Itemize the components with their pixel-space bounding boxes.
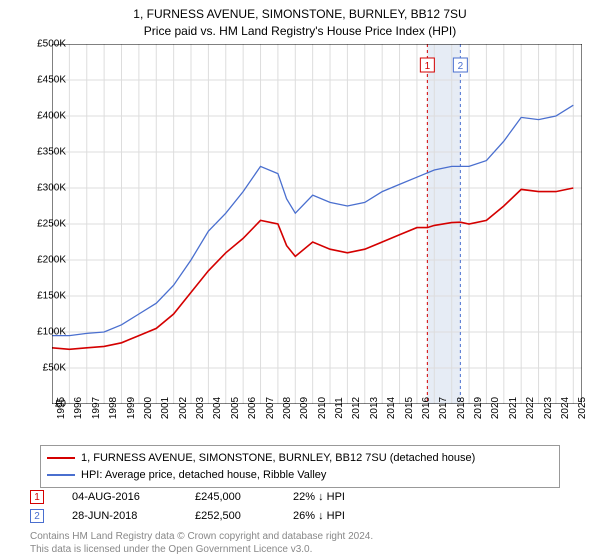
xtick-label: 2022	[525, 397, 536, 419]
xtick-label: 2004	[212, 397, 223, 419]
sale-pct-2: 26% ↓ HPI	[293, 507, 345, 526]
xtick-label: 1995	[56, 397, 67, 419]
legend-item-hpi: HPI: Average price, detached house, Ribb…	[47, 467, 553, 484]
sale-price-2: £252,500	[195, 507, 265, 526]
attribution-line2: This data is licensed under the Open Gov…	[30, 543, 373, 556]
ytick-label: £400K	[37, 111, 66, 122]
xtick-label: 2000	[143, 397, 154, 419]
ytick-label: £50K	[43, 363, 66, 374]
legend-swatch-hpi	[47, 474, 75, 476]
ytick-label: £450K	[37, 75, 66, 86]
legend-label-hpi: HPI: Average price, detached house, Ribb…	[81, 467, 326, 484]
ytick-label: £300K	[37, 183, 66, 194]
chart-title: 1, FURNESS AVENUE, SIMONSTONE, BURNLEY, …	[0, 0, 600, 23]
plot-area: 12	[52, 44, 582, 404]
legend-item-property: 1, FURNESS AVENUE, SIMONSTONE, BURNLEY, …	[47, 450, 553, 467]
xtick-label: 2009	[299, 397, 310, 419]
xtick-label: 2005	[230, 397, 241, 419]
xtick-label: 2011	[334, 397, 345, 419]
attribution-line1: Contains HM Land Registry data © Crown c…	[30, 530, 373, 543]
xtick-label: 2017	[438, 397, 449, 419]
xtick-label: 2003	[195, 397, 206, 419]
xtick-label: 2008	[282, 397, 293, 419]
svg-text:2: 2	[458, 61, 464, 72]
legend: 1, FURNESS AVENUE, SIMONSTONE, BURNLEY, …	[40, 445, 560, 488]
sale-marker-1: 1	[30, 490, 44, 504]
sale-pct-1: 22% ↓ HPI	[293, 488, 345, 507]
ytick-label: £250K	[37, 219, 66, 230]
xtick-label: 2010	[317, 397, 328, 419]
xtick-label: 2002	[178, 397, 189, 419]
sales-table: 1 04-AUG-2016 £245,000 22% ↓ HPI 2 28-JU…	[30, 488, 345, 525]
svg-text:1: 1	[425, 61, 431, 72]
xtick-label: 2001	[160, 397, 171, 419]
xtick-label: 2012	[351, 397, 362, 419]
attribution: Contains HM Land Registry data © Crown c…	[30, 530, 373, 556]
xtick-label: 2020	[490, 397, 501, 419]
sale-marker-2: 2	[30, 509, 44, 523]
chart-subtitle: Price paid vs. HM Land Registry's House …	[0, 23, 600, 40]
xtick-label: 2024	[560, 397, 571, 419]
sale-row-2: 2 28-JUN-2018 £252,500 26% ↓ HPI	[30, 507, 345, 526]
xtick-label: 1997	[91, 397, 102, 419]
sale-price-1: £245,000	[195, 488, 265, 507]
xtick-label: 2015	[404, 397, 415, 419]
xtick-label: 1996	[73, 397, 84, 419]
xtick-label: 1998	[108, 397, 119, 419]
xtick-label: 2021	[508, 397, 519, 419]
sale-date-2: 28-JUN-2018	[72, 507, 167, 526]
xtick-label: 1999	[126, 397, 137, 419]
sale-date-1: 04-AUG-2016	[72, 488, 167, 507]
ytick-label: £100K	[37, 327, 66, 338]
xtick-label: 2013	[369, 397, 380, 419]
xtick-label: 2018	[456, 397, 467, 419]
xtick-label: 2019	[473, 397, 484, 419]
ytick-label: £150K	[37, 291, 66, 302]
xtick-label: 2014	[386, 397, 397, 419]
ytick-label: £500K	[37, 39, 66, 50]
ytick-label: £350K	[37, 147, 66, 158]
legend-swatch-property	[47, 457, 75, 459]
ytick-label: £200K	[37, 255, 66, 266]
sale-row-1: 1 04-AUG-2016 £245,000 22% ↓ HPI	[30, 488, 345, 507]
xtick-label: 2023	[543, 397, 554, 419]
xtick-label: 2025	[577, 397, 588, 419]
chart-container: 1, FURNESS AVENUE, SIMONSTONE, BURNLEY, …	[0, 0, 600, 560]
legend-label-property: 1, FURNESS AVENUE, SIMONSTONE, BURNLEY, …	[81, 450, 475, 467]
chart-svg: 12	[52, 44, 582, 404]
xtick-label: 2006	[247, 397, 258, 419]
xtick-label: 2016	[421, 397, 432, 419]
xtick-label: 2007	[265, 397, 276, 419]
